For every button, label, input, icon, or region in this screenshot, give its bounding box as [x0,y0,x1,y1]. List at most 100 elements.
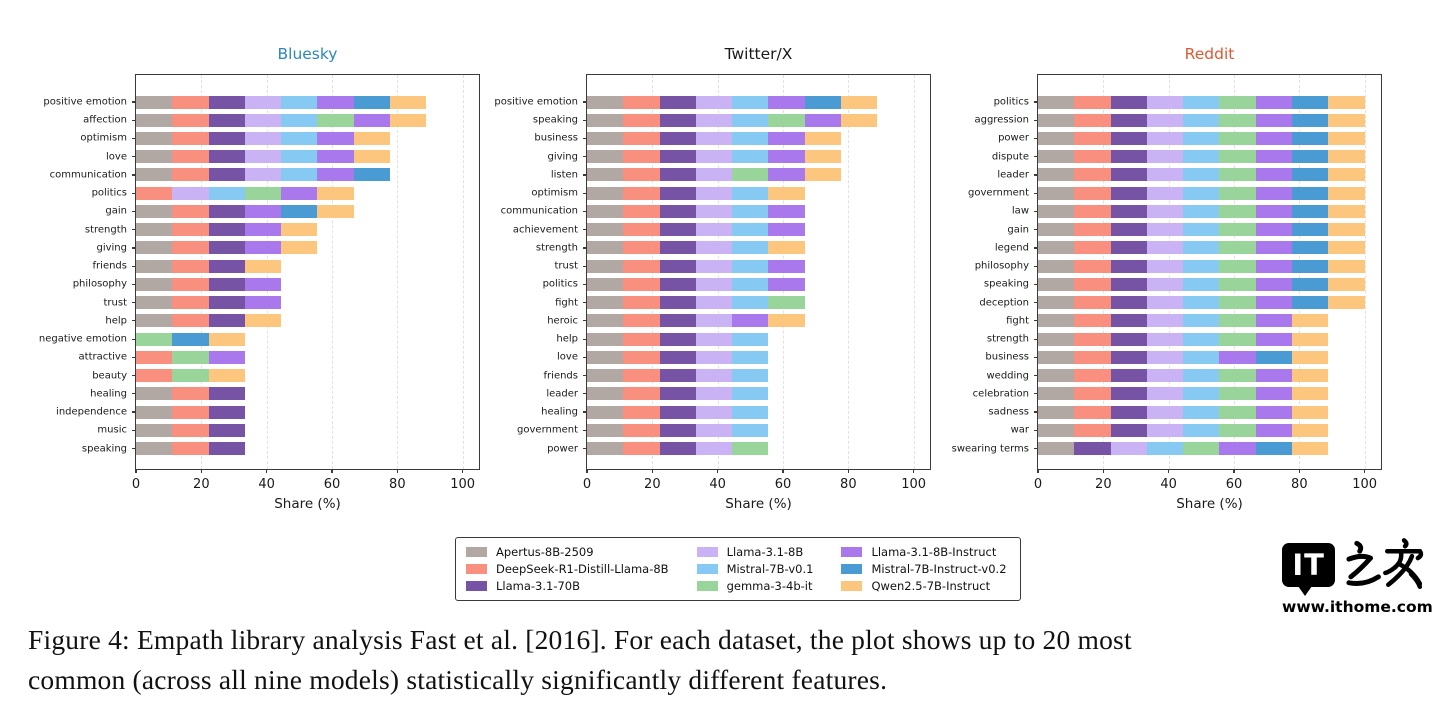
segment-DeepSeek-R1-Distill-Llama-8B [172,95,209,109]
segment-DeepSeek-R1-Distill-Llama-8B [1074,369,1111,383]
segment-DeepSeek-R1-Distill-Llama-8B [136,350,173,364]
y-tick [1034,265,1038,267]
segment-Apertus-8B-2509 [1038,241,1075,255]
y-tick-label: trust [103,297,127,309]
segment-Mistral-7B-v0.1 [1146,442,1184,456]
segment-Apertus-8B-2509 [1038,296,1075,310]
segment-Qwen2.5-7B-Instruct [1328,113,1365,127]
legend-label: Llama-3.1-70B [496,578,581,593]
segment-DeepSeek-R1-Distill-Llama-8B [1074,223,1111,237]
segment-DeepSeek-R1-Distill-Llama-8B [1074,387,1111,401]
y-tick [132,101,136,103]
y-tick [132,229,136,231]
segment-Llama-3.1-8B-Instruct [1255,131,1292,145]
segment-Qwen2.5-7B-Instruct [244,259,282,273]
segment-Mistral-7B-v0.1 [732,296,769,310]
segment-DeepSeek-R1-Distill-Llama-8B [623,95,660,109]
segment-Mistral-7B-Instruct-v0.2 [1291,277,1329,291]
segment-gemma-3-4b-it [1219,131,1256,145]
segment-Llama-3.1-70B [208,277,245,291]
stacked-bar-dispute [1038,150,1365,164]
segment-Llama-3.1-8B [695,277,733,291]
y-tick-label: politics [542,278,578,290]
x-tick-label: 60 [774,477,792,492]
segment-Apertus-8B-2509 [587,168,624,182]
segment-Llama-3.1-8B-Instruct [1255,259,1292,273]
stacked-bar-philosophy [136,277,282,291]
segment-Llama-3.1-8B [1146,314,1184,328]
segment-Llama-3.1-70B [1110,296,1147,310]
segment-Mistral-7B-v0.1 [1183,296,1220,310]
segment-Mistral-7B-Instruct-v0.2 [1255,350,1292,364]
segment-Mistral-7B-Instruct-v0.2 [804,95,841,109]
y-tick-label: trust [554,260,578,272]
segment-Qwen2.5-7B-Instruct [389,95,427,109]
stacked-bar-government [587,423,769,437]
segment-Qwen2.5-7B-Instruct [353,131,390,145]
segment-Llama-3.1-8B-Instruct [1255,314,1292,328]
segment-DeepSeek-R1-Distill-Llama-8B [623,369,660,383]
segment-DeepSeek-R1-Distill-Llama-8B [623,259,660,273]
segment-Llama-3.1-8B [695,113,733,127]
stacked-bar-gain [136,204,354,218]
segment-Llama-3.1-8B [1146,350,1184,364]
y-tick-label: speaking [81,443,127,455]
y-tick-label: philosophy [72,278,127,290]
legend-item-Llama-3.1-70B: Llama-3.1-70B [466,579,669,593]
segment-Mistral-7B-v0.1 [1183,204,1220,218]
y-tick-label: philosophy [974,260,1029,272]
segment-Mistral-7B-v0.1 [732,259,769,273]
segment-Mistral-7B-Instruct-v0.2 [1291,259,1329,273]
x-tick [1364,469,1366,473]
stacked-bar-politics [1038,95,1365,109]
segment-Apertus-8B-2509 [136,259,173,273]
segment-Mistral-7B-v0.1 [732,405,769,419]
segment-Llama-3.1-8B [1146,332,1184,346]
stacked-bar-giving [136,241,318,255]
x-tick-label: 100 [901,477,927,492]
stacked-bar-business [587,131,841,145]
segment-Mistral-7B-v0.1 [732,150,769,164]
segment-Llama-3.1-70B [208,241,245,255]
segment-Apertus-8B-2509 [136,314,173,328]
x-tick-label: 80 [1291,477,1308,492]
x-axis-label: Share (%) [725,496,792,512]
y-tick [1034,429,1038,431]
stacked-bar-leader [1038,168,1365,182]
legend-item-Apertus-8B-2509: Apertus-8B-2509 [466,545,669,559]
segment-Mistral-7B-v0.1 [1183,186,1220,200]
legend-item-Mistral-7B-Instruct-v0.2: Mistral-7B-Instruct-v0.2 [841,562,1007,576]
segment-Mistral-7B-v0.1 [732,332,769,346]
segment-Llama-3.1-8B-Instruct [317,131,354,145]
segment-Llama-3.1-8B [695,369,733,383]
segment-Qwen2.5-7B-Instruct [1291,369,1329,383]
y-tick-label: swearing terms [951,443,1029,455]
segment-Llama-3.1-8B-Instruct [281,186,318,200]
x-tick-label: 100 [450,477,476,492]
x-tick [651,469,653,473]
y-tick-label: attractive [78,351,127,363]
segment-Llama-3.1-8B-Instruct [1255,168,1292,182]
x-tick [1037,469,1039,473]
segment-Mistral-7B-v0.1 [1183,168,1220,182]
segment-Llama-3.1-70B [1110,277,1147,291]
legend-item-Mistral-7B-v0.1: Mistral-7B-v0.1 [696,562,813,576]
segment-Mistral-7B-v0.1 [732,223,769,237]
y-tick-label: war [1010,424,1029,436]
segment-Llama-3.1-8B-Instruct [244,223,282,237]
segment-Apertus-8B-2509 [587,204,624,218]
y-tick [132,192,136,194]
y-tick-label: business [534,132,578,144]
segment-Llama-3.1-8B-Instruct [768,95,805,109]
segment-Llama-3.1-70B [659,369,696,383]
segment-Apertus-8B-2509 [1038,113,1075,127]
segment-gemma-3-4b-it [1219,369,1256,383]
segment-Llama-3.1-8B [695,186,733,200]
segment-Llama-3.1-8B [695,332,733,346]
y-tick [132,302,136,304]
segment-Llama-3.1-8B [1146,131,1184,145]
segment-Qwen2.5-7B-Instruct [389,113,427,127]
x-tick-label: 60 [323,477,341,492]
segment-Llama-3.1-70B [208,95,245,109]
segment-Mistral-7B-v0.1 [1183,405,1220,419]
